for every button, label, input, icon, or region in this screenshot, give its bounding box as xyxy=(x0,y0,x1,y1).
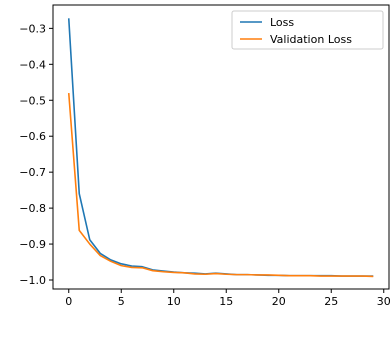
y-axis: −0.3 −0.4 −0.5 −0.6 −0.7 −0.8 −0.9 −1.0 xyxy=(19,22,53,287)
x-tick-label: 25 xyxy=(324,295,338,308)
y-tick-label: −0.4 xyxy=(19,58,46,71)
y-tick-label: −0.9 xyxy=(19,238,46,251)
x-tick-label: 30 xyxy=(377,295,391,308)
x-axis: 0 5 10 15 20 25 30 xyxy=(65,289,391,308)
y-tick-label: −0.5 xyxy=(19,94,46,107)
y-tick-label: −0.8 xyxy=(19,202,46,215)
x-tick-label: 5 xyxy=(118,295,125,308)
x-tick-label: 15 xyxy=(219,295,233,308)
y-tick-label: −0.6 xyxy=(19,130,46,143)
legend: Loss Validation Loss xyxy=(231,10,384,50)
series-lines xyxy=(67,18,374,278)
legend-label-loss: Loss xyxy=(270,16,294,29)
legend-label-validation-loss: Validation Loss xyxy=(270,33,352,46)
x-tick-label: 20 xyxy=(272,295,286,308)
legend-box xyxy=(231,10,384,50)
y-tick-label: −1.0 xyxy=(19,274,46,287)
x-tick-label: 0 xyxy=(65,295,72,308)
plot-area-frame xyxy=(52,4,390,290)
y-tick-label: −0.3 xyxy=(19,22,46,35)
validation-loss-line xyxy=(67,93,374,278)
x-tick-label: 10 xyxy=(167,295,181,308)
y-tick-label: −0.7 xyxy=(19,166,46,179)
